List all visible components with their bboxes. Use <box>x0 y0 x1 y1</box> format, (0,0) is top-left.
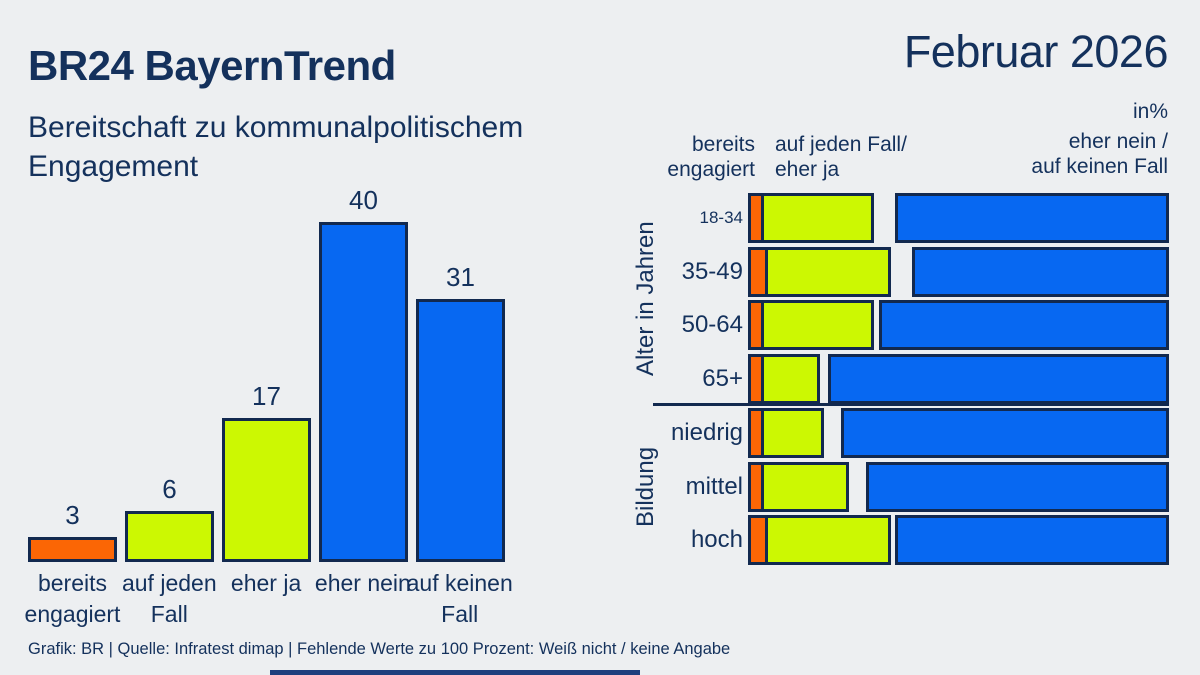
segment-group-ja-35-49 <box>748 246 892 297</box>
bar-category-label-eher-ja: eher ja <box>218 568 315 599</box>
bottom-accent-bar <box>270 670 640 675</box>
row-label-35-49: 35-49 <box>681 257 743 285</box>
segment-group-ja-hoch <box>748 515 892 566</box>
demo-row-65+: 65+ <box>702 354 1169 405</box>
bar-column-auf-jeden-fall: 6 <box>125 474 214 562</box>
segment-group-ja-50-64 <box>748 300 875 351</box>
segment-auf-jeden-fall-eher-ja <box>760 196 872 240</box>
segment-auf-jeden-fall-eher-ja <box>760 357 817 402</box>
demo-row-niedrig: niedrig <box>671 407 1169 458</box>
segment-bereits-engagiert <box>751 410 761 455</box>
demo-row-18-34: 18-34 <box>700 193 1169 243</box>
date-label: Februar 2026 <box>903 26 1169 77</box>
bar-category-text: eher nein <box>314 570 411 596</box>
segment-bereits-engagiert <box>751 518 765 563</box>
segment-auf-jeden-fall-eher-ja <box>764 249 889 294</box>
bar-category-label-auf-keinen-fall: auf keinen Fall <box>407 568 513 630</box>
unit-label: in% <box>1132 100 1168 123</box>
group-divider-line <box>653 403 1169 406</box>
segment-eher-nein-auf-keinen-fall <box>828 354 1169 405</box>
bar-category-text: auf keinen Fall <box>406 570 513 627</box>
bar-category-text: eher ja <box>230 570 302 596</box>
source-credit: Grafik: BR | Quelle: Infratest dimap | F… <box>28 640 731 658</box>
page-title: BR24 BayernTrend <box>28 42 396 89</box>
overview-chart-bars: 3 6 17 40 31 <box>28 185 505 562</box>
bar-eher-ja <box>222 417 311 562</box>
demographic-chart-rows: 18-34 35-49 50-64 65+ niedrig mittel hoch <box>671 193 1169 566</box>
column-header-eher-nein-auf-keinen-fall: eher nein / auf keinen Fall <box>1031 130 1168 178</box>
bar-column-auf-keinen-fall: 31 <box>416 261 505 562</box>
bar-column-eher-ja: 17 <box>222 380 311 562</box>
bar-category-label-eher-nein: eher nein <box>314 568 411 599</box>
bar-column-bereits-engagiert: 3 <box>28 499 117 562</box>
demo-row-mittel: mittel <box>686 461 1169 512</box>
bar-category-text: auf jeden Fall <box>121 570 217 627</box>
bar-value-label: 6 <box>162 474 177 504</box>
row-label-50-64: 50-64 <box>681 311 743 339</box>
segment-bereits-engagiert <box>751 357 761 402</box>
demo-row-35-49: 35-49 <box>682 246 1169 297</box>
segment-eher-nein-auf-keinen-fall <box>895 193 1169 243</box>
demo-row-hoch: hoch <box>691 515 1169 566</box>
segment-bereits-engagiert <box>751 303 761 348</box>
segment-auf-jeden-fall-eher-ja <box>764 518 889 563</box>
segment-bereits-engagiert <box>751 196 761 240</box>
page-subtitle: Bereitschaft zu kommunalpolitischem Enga… <box>28 111 524 183</box>
bar-category-text: bereits engagiert <box>24 570 121 627</box>
segment-bereits-engagiert <box>751 249 765 294</box>
row-label-niedrig: niedrig <box>670 418 743 446</box>
bar-column-eher-nein: 40 <box>319 185 408 562</box>
segment-eher-nein-auf-keinen-fall <box>912 246 1169 297</box>
bar-value-label: 17 <box>252 380 281 411</box>
segment-eher-nein-auf-keinen-fall <box>895 515 1169 566</box>
segment-group-ja-65+ <box>748 354 820 405</box>
bar-bereits-engagiert <box>28 536 117 562</box>
bar-value-label: 31 <box>446 261 475 292</box>
demo-row-50-64: 50-64 <box>682 300 1169 351</box>
segment-group-ja-mittel <box>748 461 850 512</box>
column-header-bereits-engagiert: bereits engagiert <box>667 133 755 181</box>
segment-auf-jeden-fall-eher-ja <box>760 410 821 455</box>
row-label-mittel: mittel <box>685 472 743 500</box>
row-label-hoch: hoch <box>690 526 743 554</box>
segment-bereits-engagiert <box>751 464 761 509</box>
segment-eher-nein-auf-keinen-fall <box>878 300 1169 351</box>
segment-group-ja-18-34 <box>748 193 875 243</box>
segment-eher-nein-auf-keinen-fall <box>865 461 1169 512</box>
bar-category-label-bereits-engagiert: bereits engagiert <box>24 568 121 630</box>
bar-value-label: 3 <box>65 499 80 530</box>
bar-auf-keinen-fall <box>416 298 505 562</box>
column-header-auf-jeden-fall-eher-ja: auf jeden Fall/ eher ja <box>775 133 907 181</box>
bar-eher-nein <box>319 222 408 562</box>
bar-value-label: 40 <box>349 185 378 215</box>
segment-auf-jeden-fall-eher-ja <box>760 464 847 509</box>
row-label-65+: 65+ <box>702 365 743 393</box>
segment-group-ja-niedrig <box>748 407 824 458</box>
bar-auf-jeden-fall <box>125 511 214 562</box>
row-label-18-34: 18-34 <box>699 208 743 227</box>
overview-chart-labels: bereits engagiert auf jeden Fall eher ja eh… <box>24 568 514 638</box>
segment-auf-jeden-fall-eher-ja <box>760 303 872 348</box>
segment-eher-nein-auf-keinen-fall <box>840 407 1169 458</box>
bar-category-label-auf-jeden-fall: auf jeden Fall <box>121 568 218 630</box>
